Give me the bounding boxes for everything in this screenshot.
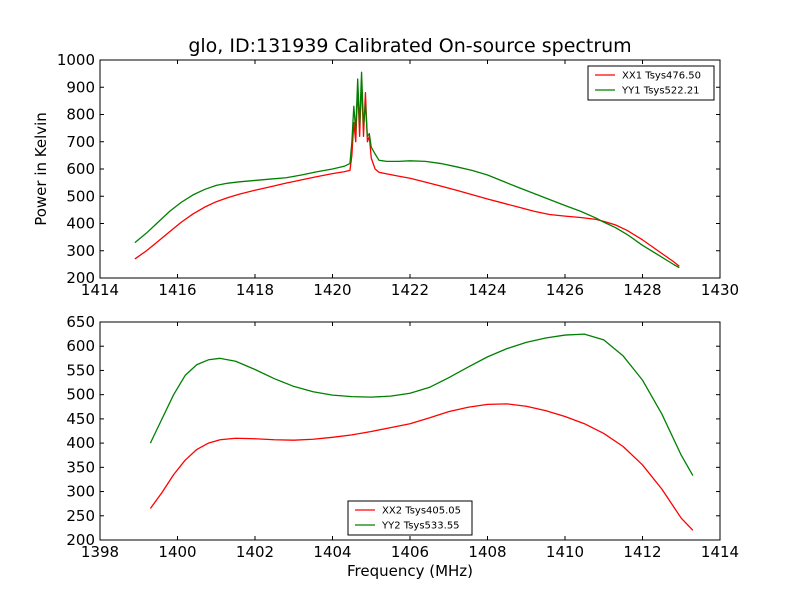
subplot-2: 1398 1400 1402 1404 1406 1408 1410 1412 1414 200 2… — [66, 313, 739, 580]
chart-title: glo, ID:131939 Calibrated On-source spec… — [188, 35, 631, 57]
x-tick-label: 1418 — [236, 281, 274, 299]
y-tick-label: 600 — [66, 337, 95, 355]
x-tick-label: 1400 — [158, 543, 196, 561]
series-line-1-2 — [134, 71, 680, 269]
x-tick-label: 1414 — [81, 281, 119, 299]
x-tick-label: 1430 — [701, 281, 739, 299]
series-line-2-2 — [149, 333, 694, 476]
x-tick-label: 1426 — [546, 281, 584, 299]
y-tick-label: 450 — [66, 410, 95, 428]
legend-entry: YY1 Tsys522.21 — [621, 86, 700, 97]
y-tick-label: 300 — [66, 242, 95, 260]
series-line-2-1 — [149, 403, 694, 531]
x-tick-label: 1428 — [623, 281, 661, 299]
x-tick-label: 1406 — [391, 543, 429, 561]
x-tick-label: 1408 — [468, 543, 506, 561]
x-axis-label: Frequency (MHz) — [347, 562, 473, 580]
legend-entry: YY2 Tsys533.55 — [381, 521, 460, 532]
x-tick-label: 1402 — [236, 543, 274, 561]
legend-box — [587, 65, 715, 101]
series-line-1-1 — [134, 79, 680, 267]
x-tick-label: 1422 — [391, 281, 429, 299]
legend-entry: XX2 Tsys405.05 — [382, 506, 461, 517]
x-tick-label: 1416 — [158, 281, 196, 299]
y-tick-label: 200 — [66, 269, 95, 287]
y-tick-label: 250 — [66, 507, 95, 525]
y-tick-label: 600 — [66, 160, 95, 178]
y-tick-label: 500 — [66, 386, 95, 404]
legend-entry: XX1 Tsys476.50 — [622, 71, 701, 82]
x-tick-label: 1420 — [313, 281, 351, 299]
legend: XX1 Tsys476.50 YY1 Tsys522.21 — [587, 65, 715, 101]
y-tick-label: 900 — [66, 78, 95, 96]
y-tick-label: 800 — [66, 106, 95, 124]
y-tick-label: 550 — [66, 361, 95, 379]
legend: XX2 Tsys405.05 YY2 Tsys533.55 — [347, 500, 473, 536]
y-tick-label: 300 — [66, 483, 95, 501]
y-tick-label: 400 — [66, 215, 95, 233]
x-tick-label: 1404 — [313, 543, 351, 561]
y-tick-label: 350 — [66, 458, 95, 476]
y-tick-label: 700 — [66, 133, 95, 151]
x-tick-label: 1410 — [546, 543, 584, 561]
y-tick-label: 200 — [66, 531, 95, 549]
y-tick-label: 1000 — [57, 51, 95, 69]
y-axis-label: Power in Kelvin — [32, 112, 50, 226]
x-tick-label: 1414 — [701, 543, 739, 561]
x-tick-label: 1398 — [81, 543, 119, 561]
x-tick-label: 1412 — [623, 543, 661, 561]
y-tick-label: 500 — [66, 187, 95, 205]
x-tick-label: 1424 — [468, 281, 506, 299]
y-tick-label: 400 — [66, 434, 95, 452]
legend-box — [347, 500, 473, 536]
y-tick-label: 650 — [66, 313, 95, 331]
subplot-1: 1414 1416 1418 1420 1422 1424 1426 1428 1430 200 3… — [32, 35, 739, 299]
